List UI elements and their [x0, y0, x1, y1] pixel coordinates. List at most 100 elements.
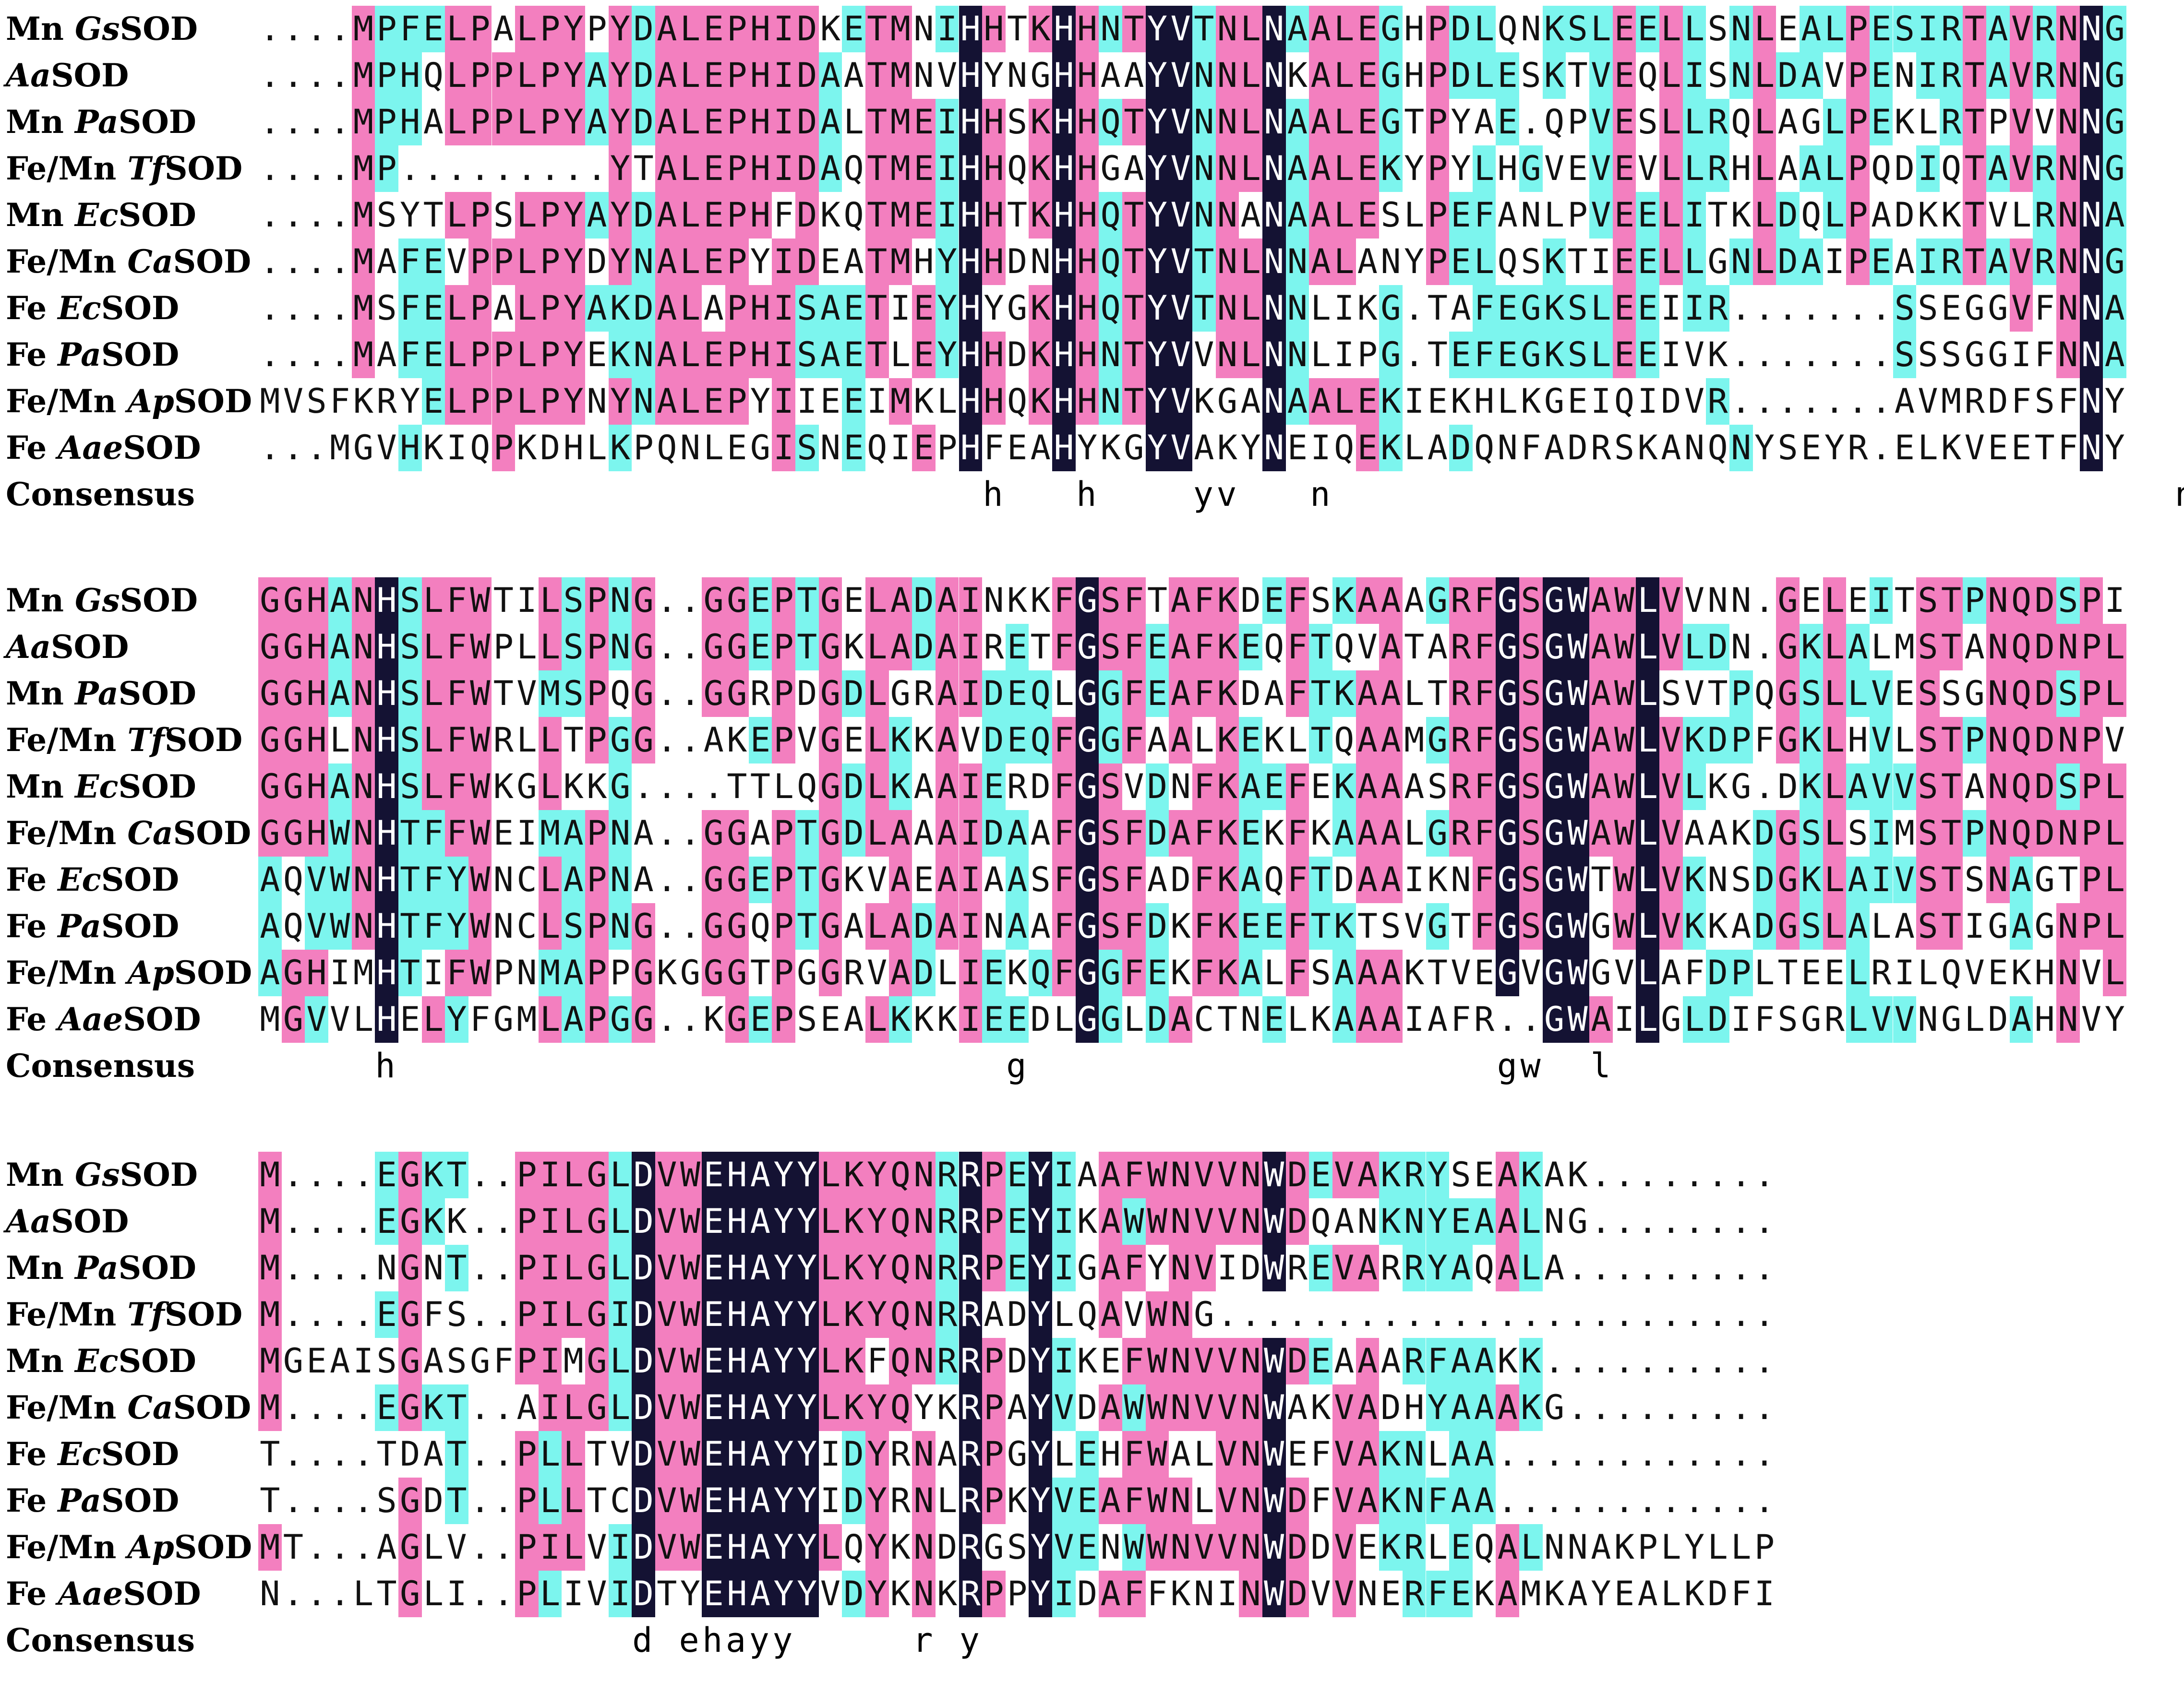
residue: G — [1661, 1000, 1681, 1039]
sequence-name-suffix: SOD — [101, 1435, 180, 1473]
sequence-name-prefix: Fe/Mn — [6, 1296, 128, 1333]
sequence-name: Mn PaSOD — [6, 99, 255, 145]
residue: K — [1894, 102, 1915, 142]
residue: H — [1052, 99, 1076, 145]
residue: L — [678, 99, 702, 145]
residue: L — [538, 1571, 562, 1617]
residue: A — [1731, 907, 1752, 946]
residue: F — [445, 950, 468, 996]
residue: N — [1239, 1478, 1262, 1524]
residue: D — [1567, 428, 1588, 467]
residue: . — [353, 1434, 373, 1474]
residue: T — [1427, 288, 1448, 328]
residue: P — [515, 1338, 539, 1384]
residue: T — [283, 1527, 304, 1567]
residue: Y — [984, 288, 1004, 328]
residue: N — [2079, 145, 2103, 192]
residue: G — [585, 1384, 609, 1431]
residue: P — [725, 378, 749, 425]
residue: V — [1169, 6, 1192, 52]
residue: F — [1122, 717, 1146, 763]
residue: E — [1380, 1574, 1401, 1613]
residue: W — [1145, 1291, 1169, 1338]
residue: G — [398, 1291, 422, 1338]
residue: N — [1099, 6, 1123, 52]
residue: H — [982, 192, 1006, 239]
residue: R — [959, 1291, 983, 1338]
residue: A — [633, 860, 654, 899]
organism-abbreviation: Pa — [75, 103, 119, 141]
residue: V — [1684, 335, 1705, 374]
residue: G — [2103, 99, 2126, 145]
residue: G — [818, 670, 842, 717]
residue: T — [398, 950, 422, 996]
residue: A — [818, 332, 842, 378]
residue: V — [1169, 145, 1192, 192]
residue: R — [1402, 1338, 1426, 1384]
residue: . — [680, 674, 701, 713]
residue: C — [516, 860, 537, 899]
residue: G — [585, 1338, 609, 1384]
residue: A — [1404, 581, 1425, 620]
residue: T — [1939, 717, 1963, 763]
residue: L — [2103, 810, 2126, 857]
residue: A — [935, 577, 959, 624]
residue: I — [890, 288, 911, 328]
residue: Y — [562, 285, 586, 332]
residue: L — [1239, 6, 1262, 52]
residue: R — [935, 1245, 959, 1291]
residue: E — [1449, 1571, 1473, 1617]
residue: S — [1916, 670, 1940, 717]
sequence-name-suffix: SOD — [123, 429, 201, 466]
residue: T — [260, 1481, 280, 1520]
residue: D — [1988, 1000, 2008, 1039]
residue: T — [795, 624, 819, 670]
residue: F — [1285, 950, 1309, 996]
residue: L — [1918, 428, 1938, 467]
residue: . — [657, 1000, 677, 1039]
residue: . — [1731, 1155, 1752, 1194]
residue: A — [1846, 857, 1870, 903]
residue: A — [1894, 907, 1915, 946]
residue: A — [1496, 1524, 1520, 1571]
residue: Q — [1077, 1295, 1098, 1334]
residue: H — [1404, 9, 1425, 48]
residue: . — [1497, 1295, 1518, 1334]
residue: . — [330, 102, 350, 142]
residue: T — [376, 1434, 397, 1474]
residue: Y — [1404, 242, 1425, 281]
residue: N — [1731, 627, 1752, 667]
residue: H — [959, 378, 983, 425]
residue: N — [1169, 1291, 1192, 1338]
residue: L — [445, 378, 468, 425]
residue: Y — [1147, 1248, 1168, 1288]
residue: . — [516, 149, 537, 188]
residue: K — [842, 1152, 865, 1198]
residue: N — [1215, 285, 1239, 332]
residue: H — [748, 99, 772, 145]
residue: Y — [795, 1291, 819, 1338]
residue: W — [1566, 624, 1590, 670]
residue: . — [1544, 1295, 1565, 1334]
residue: I — [1682, 285, 1706, 332]
residue: F — [398, 6, 422, 52]
residue: N — [1169, 1384, 1192, 1431]
residue: I — [1754, 1574, 1775, 1613]
residue: L — [865, 996, 889, 1043]
residue: H — [913, 242, 934, 281]
residue: H — [1075, 239, 1099, 285]
sequence-name-suffix: SOD — [164, 1296, 243, 1333]
residue: E — [421, 332, 445, 378]
residue: . — [587, 149, 607, 188]
residue: H — [1075, 378, 1099, 425]
residue: L — [1472, 239, 1496, 285]
residue: E — [982, 950, 1006, 996]
residue: N — [632, 239, 656, 285]
residue: L — [538, 903, 562, 950]
residue: T — [1939, 810, 1963, 857]
residue: Y — [562, 332, 586, 378]
residue: N — [1285, 239, 1309, 285]
residue: A — [1309, 99, 1332, 145]
residue: D — [1240, 674, 1261, 713]
